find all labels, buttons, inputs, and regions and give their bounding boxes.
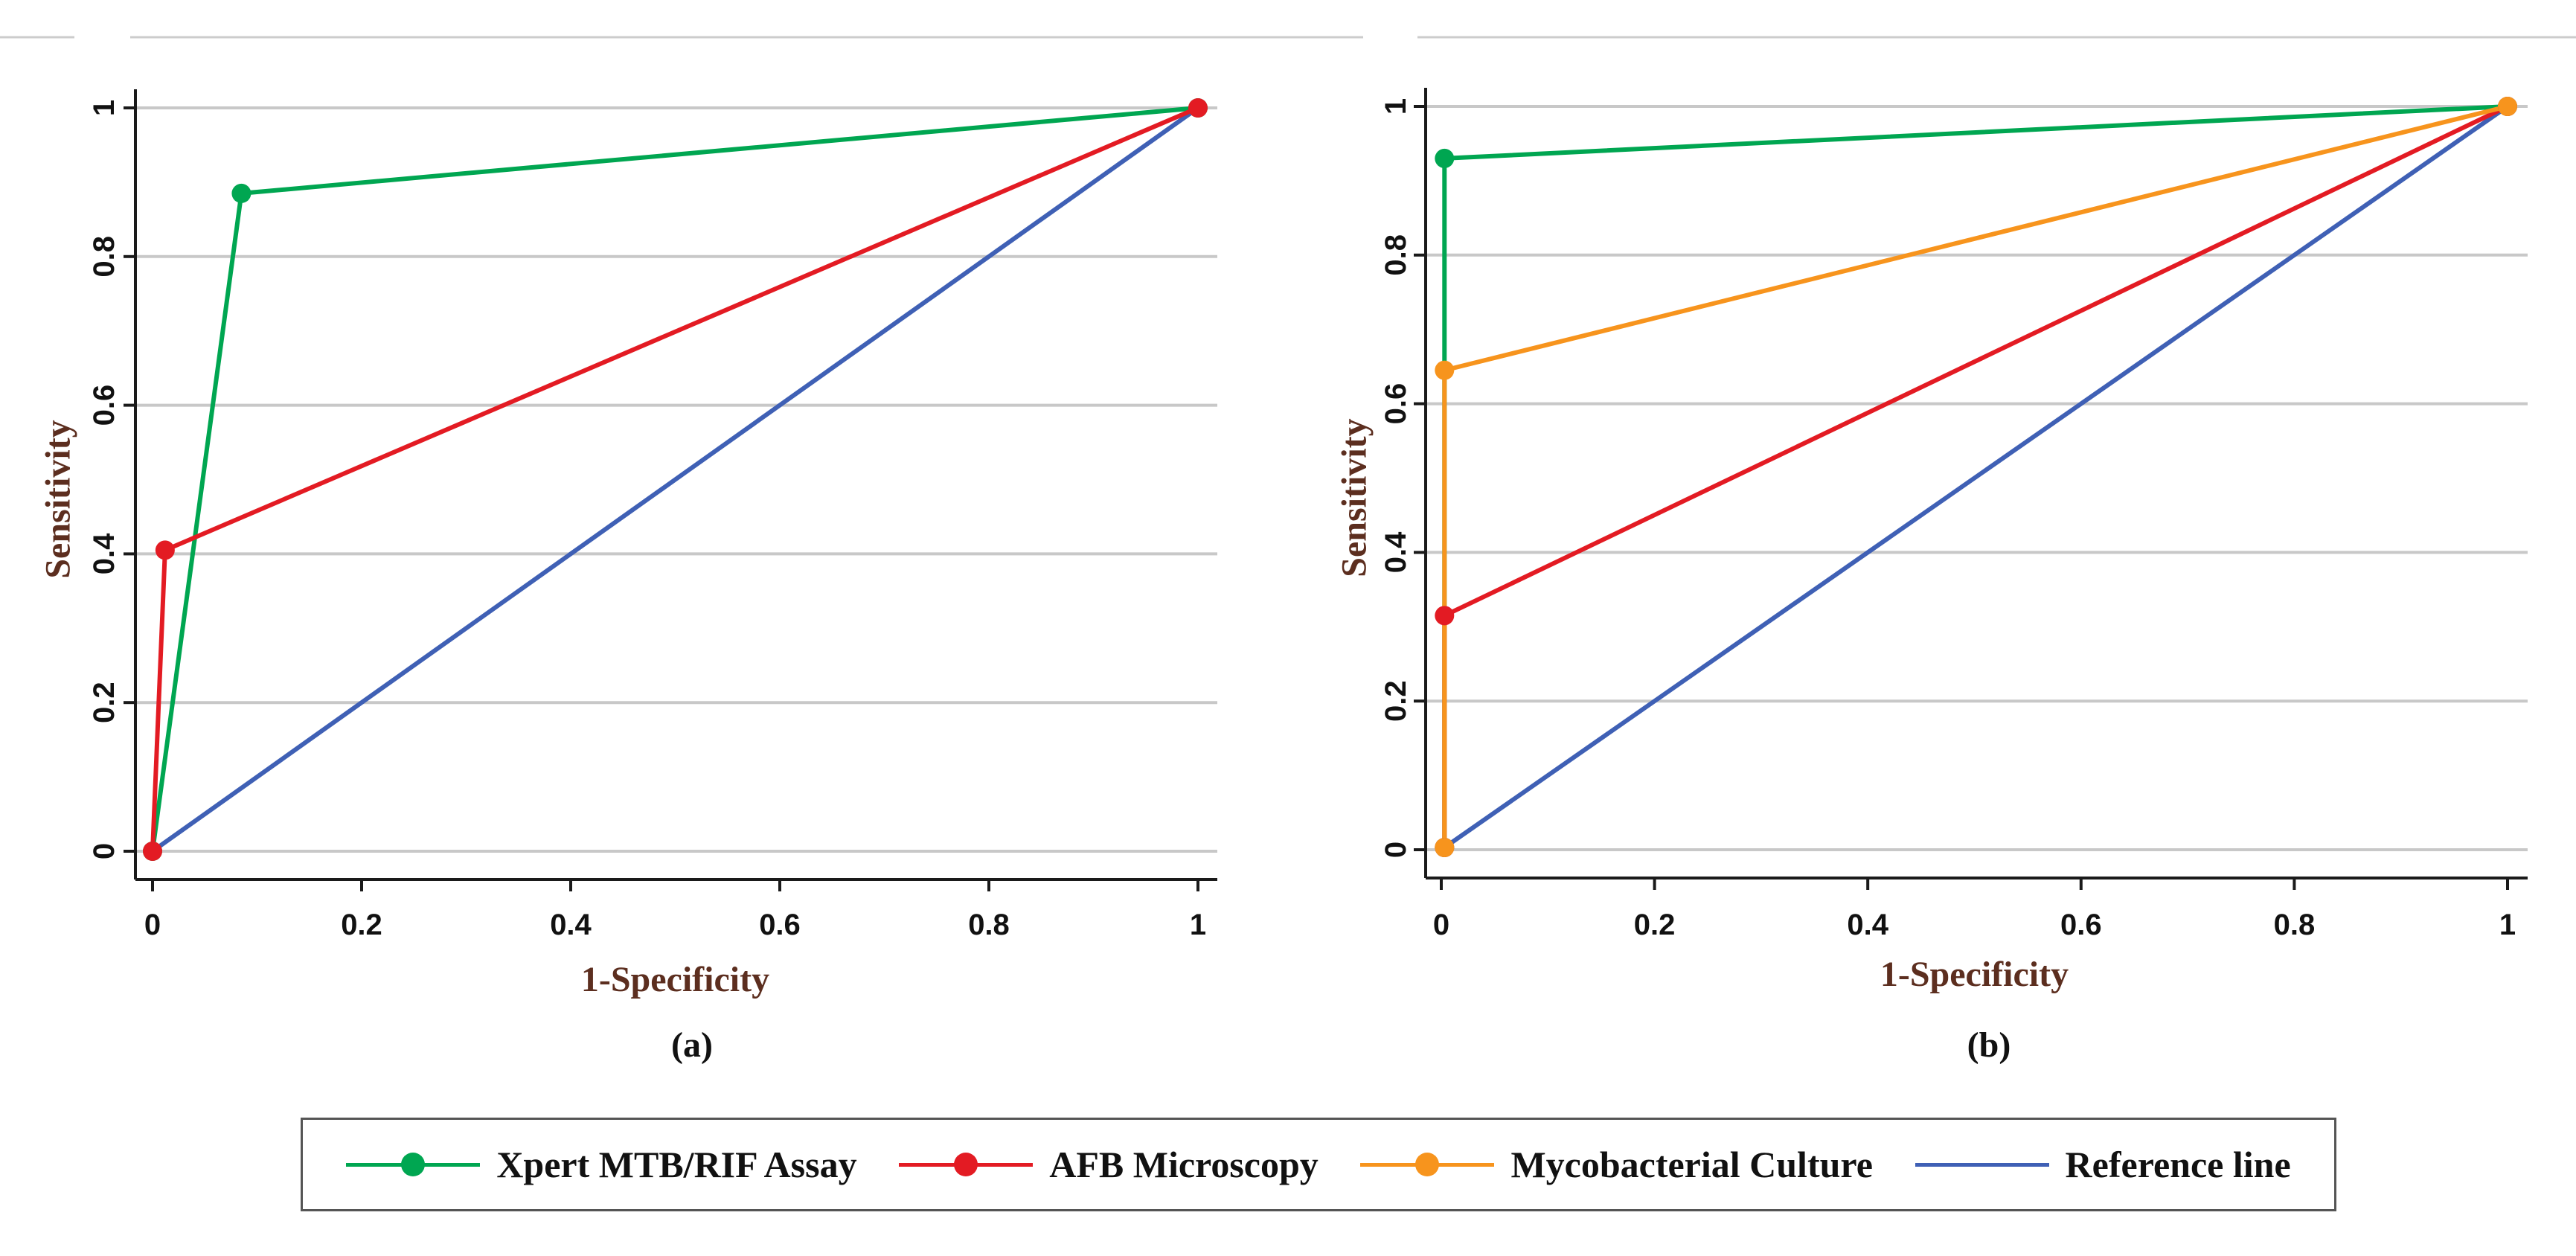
- legend-swatch-afb: [899, 1150, 1034, 1179]
- y-tick-label: 0.4: [88, 533, 121, 574]
- legend-item-xpert: Xpert MTB/RIF Assay: [346, 1143, 857, 1186]
- legend-swatch-xpert: [346, 1150, 481, 1179]
- x-tick-label: 1: [2499, 909, 2516, 941]
- x-tick-label: 0: [144, 909, 161, 941]
- x-tick-label: 0.4: [1847, 909, 1888, 941]
- y-tick-label: 1: [1380, 98, 1412, 115]
- x-axis-title: 1-Specificity: [581, 960, 769, 999]
- x-tick-label: 0.6: [2060, 909, 2102, 941]
- y-axis-title: Sensitivity: [1335, 418, 1374, 577]
- y-tick-label: 0.6: [1380, 383, 1412, 425]
- panel-caption: (a): [671, 1025, 713, 1065]
- legend-line-reference: [1915, 1163, 2049, 1167]
- x-tick-label: 1: [1190, 909, 1206, 941]
- x-tick-label: 0: [1433, 909, 1449, 941]
- legend-label-xpert: Xpert MTB/RIF Assay: [496, 1144, 857, 1185]
- data-point-xpert: [1435, 148, 1455, 168]
- data-point-xpert: [231, 183, 251, 203]
- legend-swatch-reference: [1915, 1150, 2049, 1179]
- legend: Xpert MTB/RIF Assay AFB Microscopy Mycob…: [301, 1118, 2336, 1211]
- panel-a-chart: 0 0.2 0.4 0.6 0.8 1 0 0.2 0.4 0.6 0.8 1 Sensitivity 1…: [39, 89, 1217, 1065]
- x-tick-label: 0.8: [968, 909, 1010, 941]
- legend-item-afb: AFB Microscopy: [899, 1143, 1319, 1186]
- y-tick-label: 0.6: [88, 385, 121, 426]
- data-point-afb: [155, 540, 175, 560]
- x-axis-title: 1-Specificity: [1880, 955, 2069, 994]
- legend-label-culture: Mycobacterial Culture: [1510, 1144, 1873, 1185]
- y-tick-label: 0.8: [88, 236, 121, 278]
- legend-swatch-culture: [1360, 1150, 1495, 1179]
- y-tick-label: 0: [1380, 842, 1412, 858]
- y-tick-label: 0.4: [1380, 531, 1412, 573]
- data-point-culture: [1435, 838, 1455, 858]
- panel-caption: (b): [1967, 1025, 2011, 1065]
- series-line-reference: [151, 106, 1199, 853]
- legend-marker-culture: [1415, 1153, 1440, 1176]
- x-tick-label: 0.2: [341, 909, 382, 941]
- data-point-afb: [1188, 98, 1208, 118]
- legend-item-reference: Reference line: [1915, 1143, 2291, 1186]
- legend-marker-xpert: [401, 1153, 426, 1176]
- x-tick-label: 0.2: [1634, 909, 1676, 941]
- y-axis-title: Sensitivity: [39, 420, 78, 578]
- y-tick-label: 0: [88, 843, 121, 859]
- y-tick-label: 0.2: [88, 682, 121, 723]
- y-tick-label: 1: [88, 100, 121, 116]
- legend-label-reference: Reference line: [2065, 1144, 2291, 1185]
- x-tick-label: 0.6: [759, 909, 801, 941]
- data-point-afb: [143, 842, 162, 861]
- series-line-reference: [1440, 104, 2509, 852]
- data-point-culture: [2498, 97, 2517, 116]
- y-tick-label: 0.2: [1380, 680, 1412, 722]
- data-point-culture: [1435, 360, 1455, 380]
- x-tick-label: 0.8: [2274, 909, 2316, 941]
- y-tick-label: 0.8: [1380, 234, 1412, 276]
- legend-label-afb: AFB Microscopy: [1049, 1144, 1319, 1185]
- legend-marker-afb: [954, 1153, 978, 1176]
- legend-item-culture: Mycobacterial Culture: [1360, 1143, 1873, 1186]
- data-point-afb: [1435, 606, 1455, 626]
- x-tick-label: 0.4: [550, 909, 592, 941]
- panel-b-chart: 0 0.2 0.4 0.6 0.8 1 0 0.2 0.4 0.6 0.8 1 Sensitivity 1…: [1335, 88, 2528, 1065]
